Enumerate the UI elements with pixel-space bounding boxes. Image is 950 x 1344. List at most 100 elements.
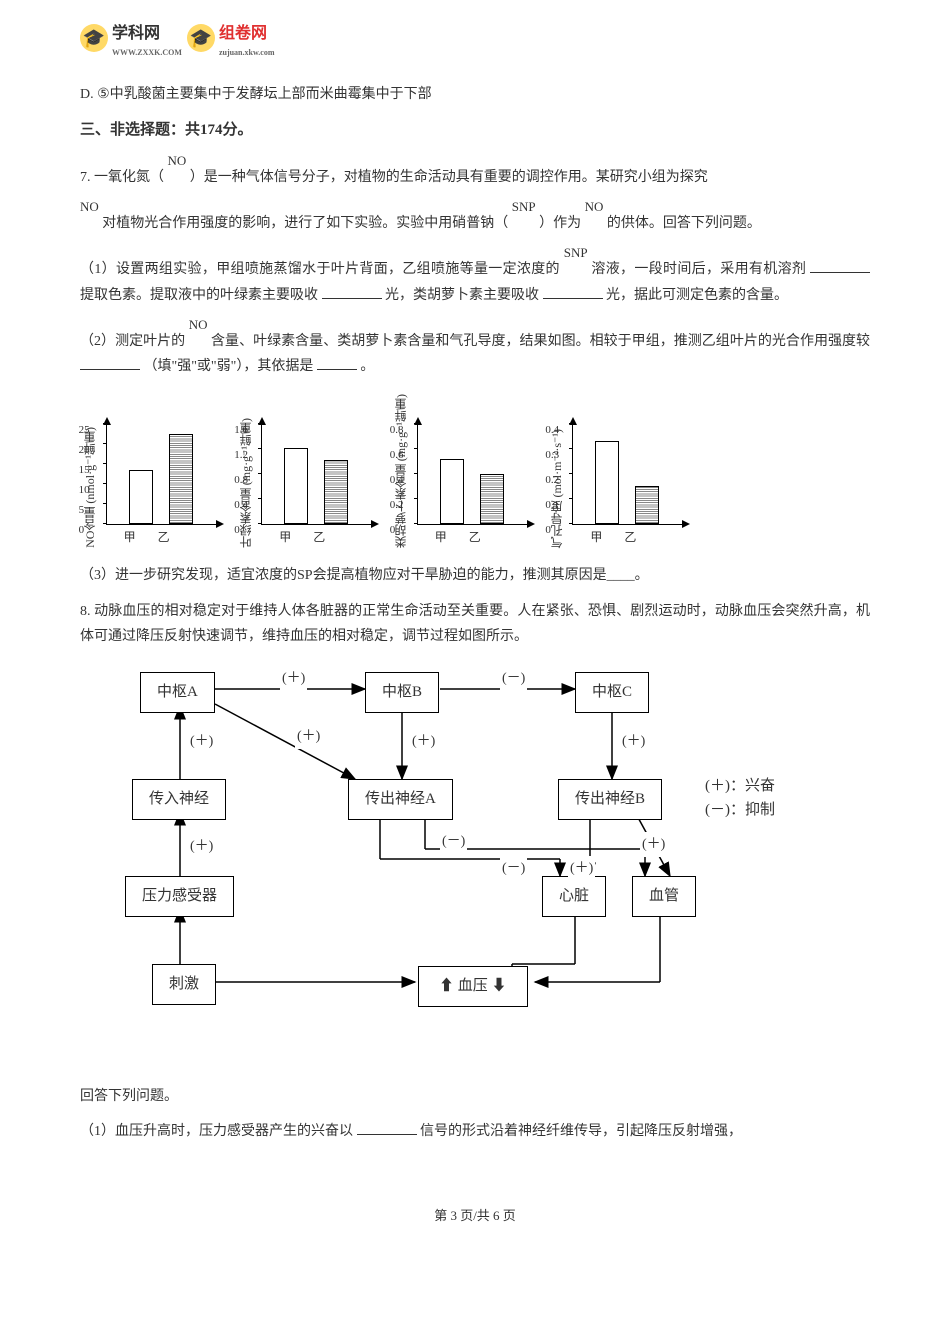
q7-p1-b: ）是一种气体信号分子，对植物的生命活动具有重要的调控作用。某研究小组为探究 — [190, 170, 708, 185]
q8-p3-a: （1）血压升高时，压力感受器产生的兴奋以 — [80, 1124, 353, 1139]
q7-p3-a: （1）设置两组实验，甲组喷施蒸馏水于叶片背面，乙组喷施等量一定浓度的 — [80, 262, 560, 277]
logo2-text: 组卷网 — [219, 25, 267, 42]
xlabels: 甲乙 — [106, 527, 216, 549]
q7-p4-c: （填"强"或"弱"），其依据是 — [144, 359, 314, 374]
formula-no: NO — [80, 200, 99, 236]
xlabel: 甲 — [124, 527, 136, 549]
edge-label: (＋) — [568, 856, 595, 881]
header-logos: 🎓 学科网 WWW.ZXXK.COM 🎓 组卷网 zujuan.xkw.com — [80, 20, 870, 57]
q7-p3-b: 溶液，一段时间后，采用有机溶剂 — [591, 262, 806, 277]
edge-label: (＋) — [188, 834, 215, 859]
blank — [80, 356, 140, 370]
blank — [543, 285, 603, 299]
bp-label: 血压 — [458, 978, 488, 994]
q7-p4-a: （2）测定叶片的 — [80, 334, 185, 349]
q8-p3: （1）血压升高时，压力感受器产生的兴奋以 信号的形式沿着神经纤维传导，引起降压反… — [80, 1119, 870, 1144]
legend-inhibit: (－)：抑制 — [705, 798, 775, 822]
ytick-label: 0 — [234, 521, 240, 541]
q7-p3-c: 提取色素。提取液中的叶绿素主要吸收 — [80, 288, 318, 303]
owl-icon: 🎓 — [80, 24, 108, 52]
xlabel: 乙 — [624, 527, 636, 549]
edge-label: (＋) — [295, 724, 322, 749]
flowchart: 中枢A 中枢B 中枢C 传入神经 传出神经A 传出神经B 压力感受器 心脏 血管… — [80, 664, 800, 1064]
chart-plot: 00.40.81.21.6 — [261, 425, 371, 525]
logo1-sub: WWW.ZXXK.COM — [112, 49, 182, 57]
q7-p2-a: 对植物光合作用强度的影响，进行了如下实验。实验中用硝普钠（ — [102, 216, 508, 231]
option-d: D. ⑤中乳酸菌主要集中于发酵坛上部而米曲霉集中于下部 — [80, 82, 870, 107]
q7-p1: 7. 一氧化氮（ NO ）是一种气体信号分子，对植物的生命活动具有重要的调控作用… — [80, 154, 870, 190]
arrow-down-icon: ⬇ — [492, 978, 507, 994]
blank — [322, 285, 382, 299]
ytick-label: 1.6 — [234, 421, 248, 441]
node-efferent-a: 传出神经A — [348, 779, 453, 820]
logo-zujuan: 🎓 组卷网 zujuan.xkw.com — [187, 20, 275, 57]
q7-p4-d: 。 — [360, 359, 374, 374]
q7-p5: （3）进一步研究发现，适宜浓度的SP会提高植物应对干旱胁迫的能力，推测其原因是_… — [80, 563, 870, 588]
bar — [440, 459, 464, 524]
legend-excite: (＋)：兴奋 — [705, 774, 775, 798]
blank — [810, 259, 870, 273]
ytick-label: 0 — [79, 521, 85, 541]
arrow-up-icon: ⬆ — [439, 978, 454, 994]
bar-chart: 叶绿素含量 (mg·g⁻¹鲜重)00.40.81.21.6甲乙 — [236, 394, 372, 548]
blank — [317, 356, 357, 370]
node-bp: ⬆ 血压 ⬇ — [418, 966, 528, 1007]
edge-label: (＋) — [280, 666, 307, 691]
section-title: 三、非选择题：共174分。 — [80, 117, 870, 144]
xlabel: 乙 — [469, 527, 481, 549]
formula-no: NO — [168, 154, 187, 190]
q8-p2: 回答下列问题。 — [80, 1084, 870, 1109]
node-efferent-b: 传出神经B — [558, 779, 662, 820]
logo1-text: 学科网 — [112, 25, 160, 42]
node-heart: 心脏 — [542, 876, 606, 917]
bar — [284, 448, 308, 524]
xlabel: 甲 — [279, 527, 291, 549]
page-footer: 第 3 页/共 6 页 — [80, 1204, 870, 1227]
bar — [324, 460, 348, 524]
bar-chart: 类胡萝卜素含量 (mg·g⁻¹鲜重)00.20.40.60.8甲乙 — [391, 394, 527, 548]
ytick-label: 0.4 — [234, 496, 248, 516]
q7-p3: （1）设置两组实验，甲组喷施蒸馏水于叶片背面，乙组喷施等量一定浓度的 SNP 溶… — [80, 246, 870, 307]
ytick-label: 0.4 — [390, 471, 404, 491]
q7-p2: NO 对植物光合作用强度的影响，进行了如下实验。实验中用硝普钠（ SNP ）作为… — [80, 200, 870, 236]
xlabels: 甲乙 — [261, 527, 371, 549]
bar — [595, 441, 619, 524]
xlabel: 甲 — [435, 527, 447, 549]
flow-legend: (＋)：兴奋 (－)：抑制 — [705, 774, 775, 822]
xlabels: 甲乙 — [417, 527, 527, 549]
chart-plot: 0510152025 — [106, 425, 216, 525]
ytick-label: 0.4 — [545, 421, 559, 441]
q8-p3-b: 信号的形式沿着神经纤维传导，引起降压反射增强， — [420, 1124, 742, 1139]
ytick-label: 0.8 — [390, 421, 404, 441]
q7-p2-c: 的供体。回答下列问题。 — [607, 216, 761, 231]
xlabel: 乙 — [158, 527, 170, 549]
edge-label: (－) — [500, 856, 527, 881]
node-receptor: 压力感受器 — [125, 876, 234, 917]
ytick-label: 25 — [79, 421, 90, 441]
ytick-label: 15 — [79, 461, 90, 481]
cap-icon: 🎓 — [187, 24, 215, 52]
edge-label: (－) — [440, 829, 467, 854]
ytick-label: 0.2 — [390, 496, 404, 516]
edge-label: (＋) — [410, 729, 437, 754]
q7-p3-d: 光，类胡萝卜素主要吸收 — [385, 288, 539, 303]
chart-plot: 00.20.40.60.8 — [417, 425, 527, 525]
bar-chart: 气孔导度 (mol·m⁻²·s⁻¹)00.10.20.30.4甲乙 — [547, 394, 683, 548]
formula-no: NO — [585, 200, 604, 236]
ytick-label: 0.8 — [234, 471, 248, 491]
edge-label: (－) — [500, 666, 527, 691]
node-stimulus: 刺激 — [152, 964, 216, 1005]
q7-p4-b: 含量、叶绿素含量、类胡萝卜素含量和气孔导度，结果如图。相较于甲组，推测乙组叶片的… — [211, 334, 870, 349]
q7-p2-b: ）作为 — [539, 216, 581, 231]
node-center-c: 中枢C — [575, 672, 649, 713]
chart-plot: 00.10.20.30.4 — [572, 425, 682, 525]
node-center-b: 中枢B — [365, 672, 439, 713]
ytick-label: 0.2 — [545, 471, 559, 491]
charts-row: NO含量 (nmol·g⁻¹鲜重)0510152025甲乙叶绿素含量 (mg·g… — [80, 394, 870, 548]
ytick-label: 5 — [79, 501, 85, 521]
bar — [635, 486, 659, 524]
node-vessel: 血管 — [632, 876, 696, 917]
blank — [357, 1121, 417, 1135]
q7-p4: （2）测定叶片的 NO 含量、叶绿素含量、类胡萝卜素含量和气孔导度，结果如图。相… — [80, 318, 870, 379]
bar-chart: NO含量 (nmol·g⁻¹鲜重)0510152025甲乙 — [80, 394, 216, 548]
